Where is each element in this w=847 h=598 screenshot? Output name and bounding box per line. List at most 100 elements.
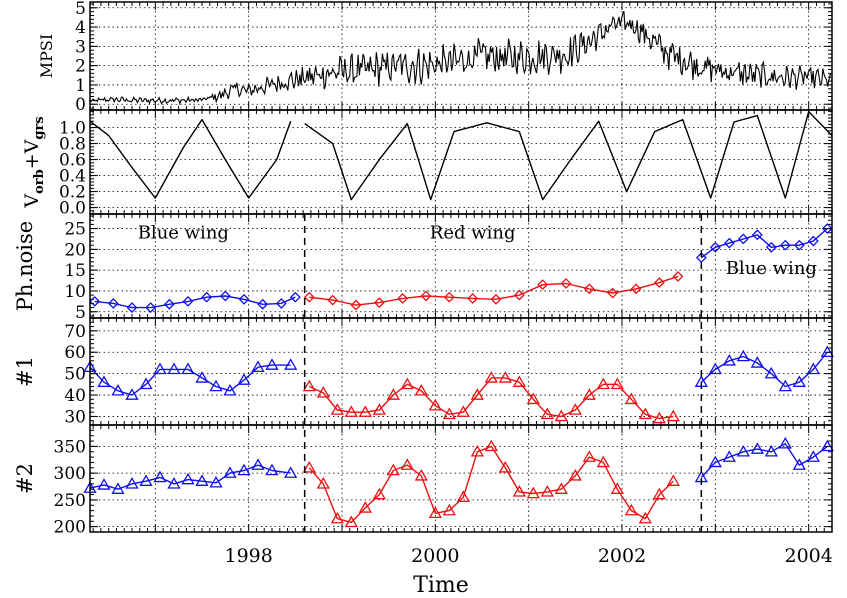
diamond-marker [126, 302, 138, 314]
diamond-marker [737, 233, 749, 245]
series-line [89, 118, 292, 199]
triangle-marker [484, 371, 498, 383]
triangle-marker [666, 409, 680, 422]
y-tick-label: 4 [75, 18, 86, 38]
triangle-marker [428, 506, 442, 519]
diamond-marker [723, 237, 735, 249]
triangle-marker [792, 375, 806, 387]
triangle-marker [484, 439, 498, 452]
x-tick-label: 2002 [598, 545, 646, 567]
diamond-marker [350, 299, 362, 311]
diamond-marker [201, 291, 213, 303]
triangle-marker [764, 444, 778, 457]
triangle-marker [554, 482, 568, 494]
diamond-marker [490, 293, 502, 305]
triangle-marker [209, 475, 223, 488]
mpsi-series-line [89, 10, 832, 106]
y-tick-label: 40 [64, 386, 86, 406]
x-axis-title: Time [413, 573, 469, 598]
triangle-marker [181, 362, 195, 375]
y-tick-label: 50 [64, 365, 86, 385]
triangle-marker [820, 345, 834, 358]
y-tick-label: 30 [64, 407, 86, 427]
y-tick-label: 10 [64, 282, 86, 302]
triangle-marker [512, 485, 526, 497]
triangle-marker [265, 358, 279, 370]
triangle-marker [554, 409, 568, 422]
diamond-marker [182, 295, 194, 307]
triangle-marker [372, 487, 386, 500]
y-tick-label: 0 [75, 95, 86, 115]
diamond-marker [779, 239, 791, 251]
diamond-marker [807, 235, 819, 247]
y-tick-label: 60 [64, 343, 86, 363]
triangle-marker [330, 511, 344, 524]
triangle-marker [540, 485, 554, 497]
diamond-marker [373, 297, 385, 309]
y-axis-title-part: V [21, 194, 43, 209]
triangle-marker [167, 477, 181, 489]
triangle-marker [414, 469, 428, 481]
triangle-marker [284, 466, 298, 478]
triangle-marker [125, 388, 139, 400]
x-tick-label: 1998 [224, 545, 272, 567]
triangle-marker [526, 486, 540, 499]
triangle-marker [284, 358, 298, 370]
triangle-marker [638, 407, 652, 420]
diamond-marker [397, 293, 409, 304]
diamond-marker [163, 298, 175, 310]
y-tick-label: 1.0 [59, 119, 86, 139]
panel-vorb: 0.00.20.40.60.81.0 Vorb+Vgrs [21, 109, 833, 219]
triangle-marker [722, 353, 736, 366]
diamond-marker [630, 283, 642, 295]
y-tick-label: 70 [64, 322, 86, 342]
diamond-marker [607, 287, 619, 299]
triangle-marker [652, 487, 666, 500]
triangle-marker [442, 407, 456, 420]
triangle-marker [111, 482, 125, 494]
diamond-marker [275, 298, 287, 309]
x-tick-label: 2000 [411, 545, 459, 567]
triangle-marker [153, 470, 167, 483]
triangle-marker [330, 403, 344, 415]
y-tick-label: 2 [75, 57, 86, 77]
triangle-marker [442, 503, 456, 516]
triangle-marker [498, 460, 512, 473]
diamond-marker [89, 295, 101, 307]
triangle-marker [582, 388, 596, 400]
diamond-marker [583, 283, 595, 295]
panel-n2: 200 250 300 350 #2 [13, 424, 834, 538]
triangle-marker [764, 366, 778, 379]
diamond-marker [327, 294, 339, 306]
triangle-marker [344, 405, 358, 417]
y-axis-title: #2 [13, 463, 37, 494]
diamond-marker [765, 241, 777, 253]
triangle-marker [568, 403, 582, 415]
triangle-marker [708, 362, 722, 375]
triangle-marker [302, 379, 316, 392]
diamond-marker [537, 279, 549, 291]
diamond-marker [289, 291, 301, 303]
triangle-marker [666, 474, 680, 486]
triangle-marker [624, 392, 638, 405]
triangle-marker [181, 472, 195, 485]
y-axis-title-part: +V [21, 139, 43, 169]
y-axis-title: Ph.noise [13, 221, 37, 311]
y-tick-label: 5 [75, 0, 86, 19]
diamond-marker [257, 298, 269, 310]
diamond-marker [672, 270, 684, 282]
triangle-marker [302, 460, 316, 473]
triangle-marker [806, 450, 820, 462]
diamond-marker [107, 298, 119, 309]
triangle-marker [223, 466, 237, 478]
y-tick-label: 0.6 [59, 151, 86, 171]
triangle-marker [596, 455, 610, 468]
triangle-marker [111, 383, 125, 396]
diamond-marker [219, 290, 231, 302]
wing-annotation: Blue wing [726, 258, 817, 279]
y-tick-label: 350 [54, 437, 86, 457]
